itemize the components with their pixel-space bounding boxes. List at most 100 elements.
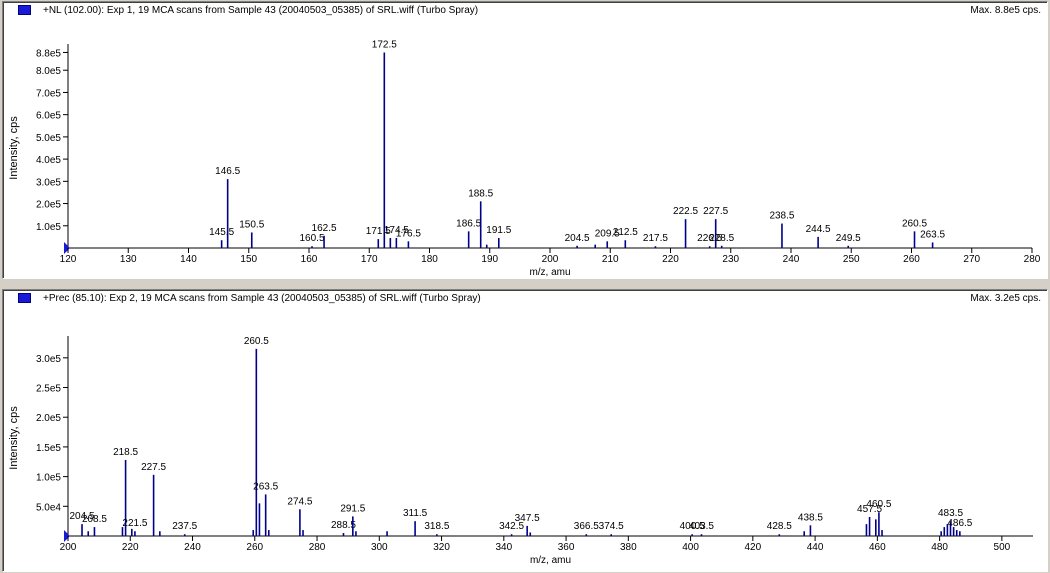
peak-label: 291.5 [340,503,365,514]
x-tick-label: 260 [246,542,263,553]
axis-marker-icon [64,242,70,254]
peak-label: 457.5 [857,504,882,515]
peak-label: 227.5 [141,462,166,473]
x-tick-label: 200 [60,542,77,553]
x-tick-label: 230 [722,254,739,265]
y-tick-label: 5.0e5 [36,133,61,144]
peak-label: 145.5 [209,227,234,238]
peak-label: 160.5 [299,233,324,244]
x-tick-label: 380 [620,542,637,553]
y-tick-label: 5.0e4 [36,502,61,513]
y-tick-label: 2.5e5 [36,384,61,395]
peak-label: 227.5 [703,206,728,217]
peak-label: 208.5 [82,514,107,525]
x-tick-label: 150 [240,254,257,265]
peak-label: 204.5 [69,511,94,522]
peak-label: 311.5 [403,508,428,519]
peak-label: 374.5 [599,521,624,532]
y-tick-label: 1.0e5 [36,222,61,233]
peak-label: 347.5 [515,513,540,524]
y-tick-label: 7.0e5 [36,88,61,99]
x-tick-label: 220 [122,542,139,553]
peak-label: 222.5 [673,206,698,217]
y-tick-label: 2.0e5 [36,413,61,424]
y-tick-label: 8.8e5 [36,48,61,59]
y-tick-label: 3.0e5 [36,354,61,365]
peak-label: 212.5 [613,227,638,238]
peak-label: 438.5 [798,512,823,523]
x-tick-label: 250 [843,254,860,265]
y-tick-label: 8.0e5 [36,66,61,77]
y-tick-label: 6.0e5 [36,111,61,122]
series-color-swatch[interactable] [18,293,31,303]
peak-label: 150.5 [239,219,264,230]
x-axis-title: m/z, amu [530,555,571,566]
peak-label: 162.5 [312,223,337,234]
x-axis-title: m/z, amu [529,267,570,278]
peak-label: 249.5 [836,233,861,244]
peak-label: 483.5 [938,508,963,519]
y-tick-label: 1.5e5 [36,443,61,454]
y-axis-title: Intensity, cps [8,406,20,470]
x-tick-label: 260 [903,254,920,265]
axis-marker-icon [64,530,70,542]
pane-header: +NL (102.00): Exp 1, 19 MCA scans from S… [3,2,1047,20]
peak-label: 237.5 [172,521,197,532]
peak-label: 186.5 [456,218,481,229]
peak-label: 146.5 [215,166,240,177]
x-tick-label: 160 [301,254,318,265]
pane-header: +Prec (85.10): Exp 2, 19 MCA scans from … [3,290,1047,308]
x-tick-label: 360 [558,542,575,553]
x-tick-label: 460 [869,542,886,553]
peak-label: 288.5 [331,520,356,531]
spectrum-chart-1[interactable]: 120 130 140 150 160 170 180 190 200 210 220 230 240 2… [3,2,1047,278]
pane-title: +NL (102.00): Exp 1, 19 MCA scans from S… [43,5,479,16]
x-tick-label: 480 [931,542,948,553]
series-color-swatch[interactable] [18,5,31,15]
x-tick-label: 400 [682,542,699,553]
x-tick-label: 120 [60,254,77,265]
peak-label: 218.5 [113,447,138,458]
max-intensity-label: Max. 8.8e5 cps. [970,5,1041,16]
y-axis-title: Intensity, cps [8,116,20,180]
spectrum-pane-1: +NL (102.00): Exp 1, 19 MCA scans from S… [2,1,1048,279]
x-tick-label: 440 [807,542,824,553]
x-tick-label: 170 [361,254,378,265]
peak-label: 188.5 [468,188,493,199]
peak-label: 238.5 [769,211,794,222]
peak-label: 204.5 [565,233,590,244]
y-tick-label: 4.0e5 [36,155,61,166]
spectrum-chart-2[interactable]: 200 220 240 260 280 300 320 340 360 380 400 420 440 4… [3,290,1047,571]
peak-label: 342.5 [499,521,524,532]
x-tick-label: 340 [495,542,512,553]
peak-label: 366.5 [574,521,599,532]
x-tick-label: 240 [783,254,800,265]
x-tick-label: 270 [963,254,980,265]
x-tick-label: 190 [481,254,498,265]
peak-label: 263.5 [253,481,278,492]
peak-label: 209.5 [595,228,620,239]
y-tick-label: 3.0e5 [36,177,61,188]
pane-title: +Prec (85.10): Exp 2, 19 MCA scans from … [43,293,481,304]
peak-label: 400.5 [680,521,705,532]
peak-label: 260.5 [244,336,269,347]
peak-label: 428.5 [767,521,792,532]
x-tick-label: 210 [602,254,619,265]
x-tick-label: 420 [744,542,761,553]
peak-label: 263.5 [920,229,945,240]
spectrum-pane-2: +Prec (85.10): Exp 2, 19 MCA scans from … [2,289,1048,572]
peak-label: 403.5 [689,521,714,532]
x-tick-label: 280 [1024,254,1041,265]
x-tick-label: 180 [421,254,438,265]
y-tick-label: 1.0e5 [36,473,61,484]
x-tick-label: 240 [184,542,201,553]
peak-label: 191.5 [486,225,511,236]
peak-label: 486.5 [947,518,972,529]
peak-label: 176.5 [396,228,421,239]
peak-label: 171.5 [366,226,391,237]
peak-label: 172.5 [372,39,397,50]
peak-label: 221.5 [122,518,147,529]
peak-label: 274.5 [287,496,312,507]
x-tick-label: 320 [433,542,450,553]
peak-label: 174.5 [384,225,409,236]
